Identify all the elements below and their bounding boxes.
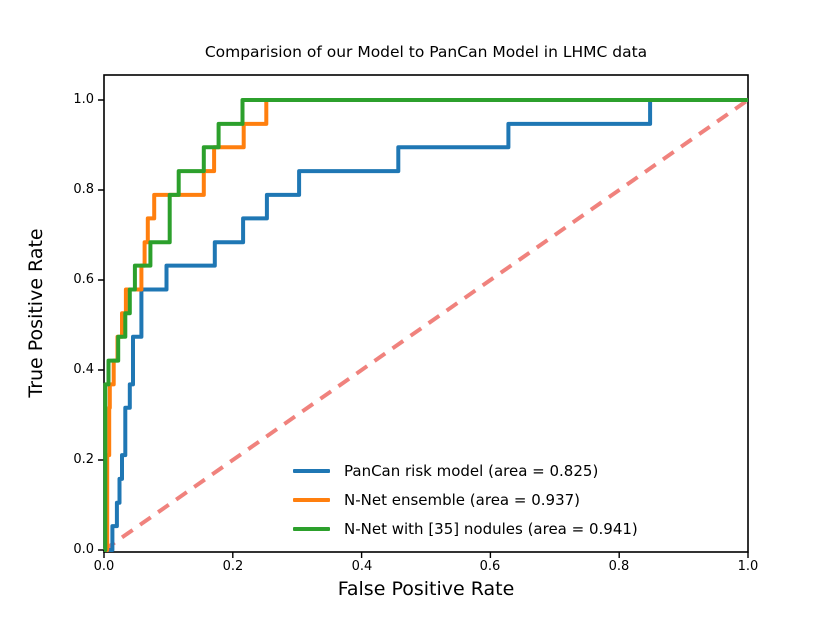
- roc-curve-pancan: [104, 98, 748, 552]
- x-tick-label-3: 0.6: [479, 559, 501, 574]
- x-tick-label-0: 0.0: [93, 559, 115, 574]
- y-tick-marks: [98, 99, 104, 551]
- y-tick-label-0: 0.0: [73, 542, 94, 557]
- x-tick-marks: [103, 552, 749, 558]
- x-tick-label-2: 0.4: [351, 559, 373, 574]
- x-tick-label-5: 1.0: [737, 559, 759, 574]
- legend-line-nnet-nodules: [293, 526, 330, 531]
- legend-item-pancan: PanCan risk model (area = 0.825): [293, 456, 638, 485]
- x-axis-label: False Positive Rate: [337, 578, 515, 600]
- legend-item-nnet-nodules: N-Net with [35] nodules (area = 0.941): [293, 514, 638, 543]
- y-tick-label-3: 0.6: [73, 272, 94, 287]
- y-tick-label-2: 0.4: [73, 362, 94, 377]
- plot-border: [103, 74, 749, 553]
- legend-label-nnet-nodules: N-Net with [35] nodules (area = 0.941): [344, 519, 638, 538]
- legend-label-pancan: PanCan risk model (area = 0.825): [344, 461, 599, 480]
- legend-line-nnet-ensemble: [293, 497, 330, 502]
- legend-line-pancan: [293, 468, 330, 473]
- y-tick-label-4: 0.8: [73, 182, 94, 197]
- x-tick-label-1: 0.2: [222, 559, 244, 574]
- legend-label-nnet-ensemble: N-Net ensemble (area = 0.937): [344, 490, 581, 509]
- legend-item-nnet-ensemble: N-Net ensemble (area = 0.937): [293, 485, 638, 514]
- roc-curve-nnet-ensemble: [104, 98, 748, 552]
- chart-title: Comparision of our Model to PanCan Model…: [204, 43, 648, 61]
- y-tick-label-1: 0.2: [73, 452, 94, 467]
- y-tick-label-5: 1.0: [73, 92, 94, 107]
- legend: PanCan risk model (area = 0.825) N-Net e…: [293, 456, 638, 543]
- roc-curve-nnet-nodules: [103, 98, 748, 552]
- x-tick-label-4: 0.8: [608, 559, 630, 574]
